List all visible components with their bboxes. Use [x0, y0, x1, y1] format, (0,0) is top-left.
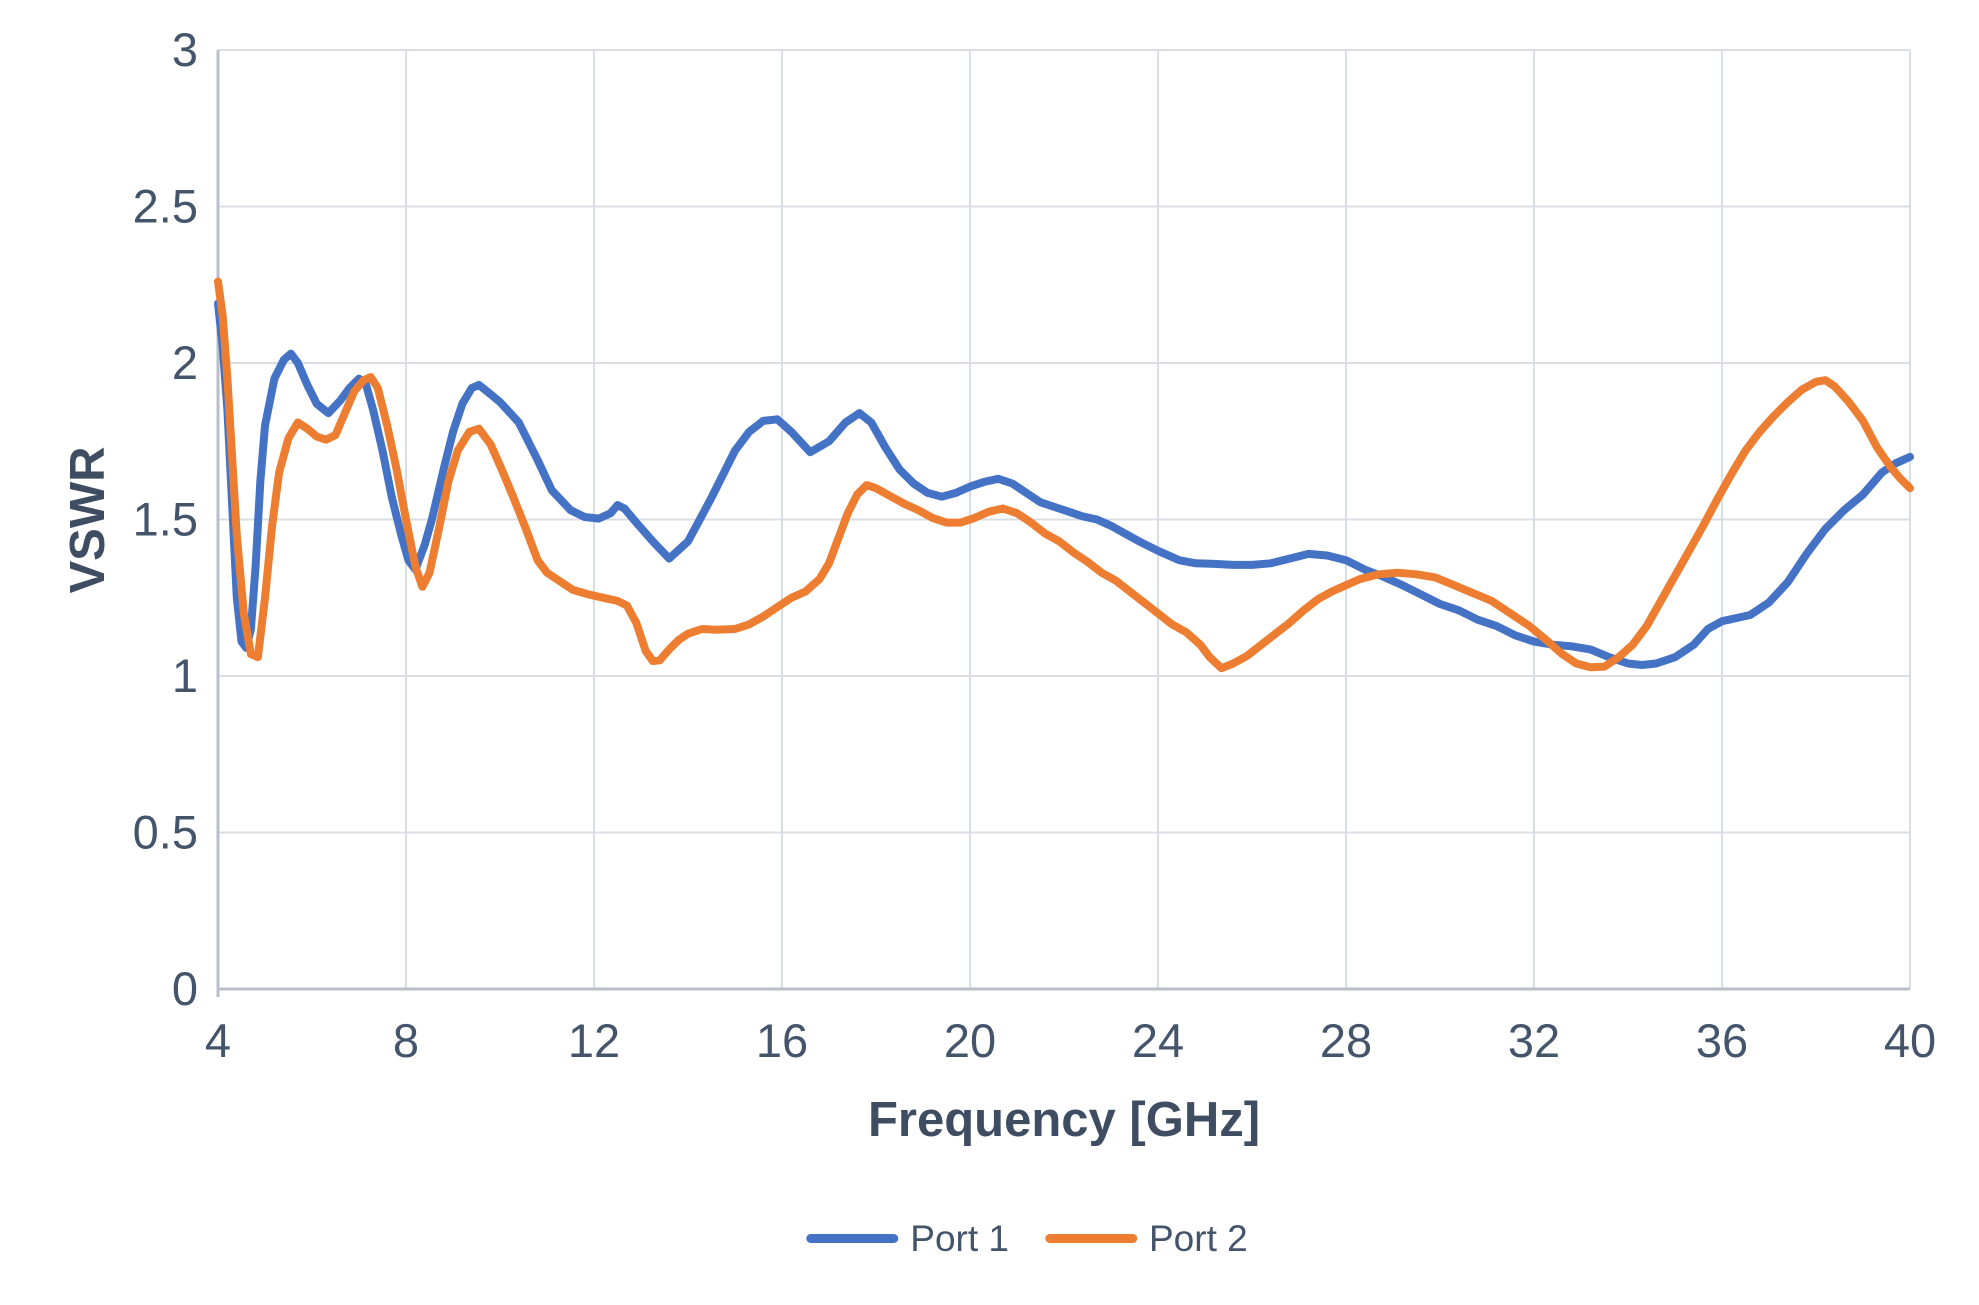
x-tick-label: 12 [568, 1014, 620, 1067]
legend-item-port-2: Port 2 [1045, 1220, 1248, 1257]
x-tick-label: 24 [1132, 1014, 1184, 1067]
series-line-port-2 [214, 277, 1914, 673]
legend-swatch-port-1 [806, 1234, 899, 1243]
x-tick-label: 32 [1508, 1014, 1560, 1067]
y-tick-label: 3 [172, 23, 198, 76]
y-tick-label: 1 [172, 649, 198, 702]
y-tick-label: 2.5 [133, 180, 198, 233]
x-tick-label: 4 [205, 1014, 231, 1067]
y-tick-label: 0.5 [133, 806, 198, 859]
legend-item-port-1: Port 1 [806, 1220, 1009, 1257]
legend-label: Port 1 [910, 1218, 1009, 1259]
legend-swatch-port-2 [1045, 1234, 1137, 1243]
x-tick-label: 16 [756, 1014, 808, 1067]
y-tick-label: 0 [172, 962, 198, 1015]
x-axis-title: Frequency [GHz] [867, 1093, 1261, 1147]
y-tick-label: 1.5 [133, 493, 198, 546]
legend: Port 1 Port 2 [806, 1220, 1248, 1257]
x-tick-label: 8 [393, 1014, 419, 1067]
y-axis-title: VSWR [61, 446, 115, 594]
x-tick-label: 20 [944, 1014, 996, 1067]
legend-label: Port 2 [1149, 1218, 1248, 1259]
y-tick-label: 2 [172, 336, 198, 389]
x-tick-label: 28 [1320, 1014, 1372, 1067]
x-tick-label: 40 [1884, 1014, 1936, 1067]
x-tick-label: 36 [1696, 1014, 1748, 1067]
